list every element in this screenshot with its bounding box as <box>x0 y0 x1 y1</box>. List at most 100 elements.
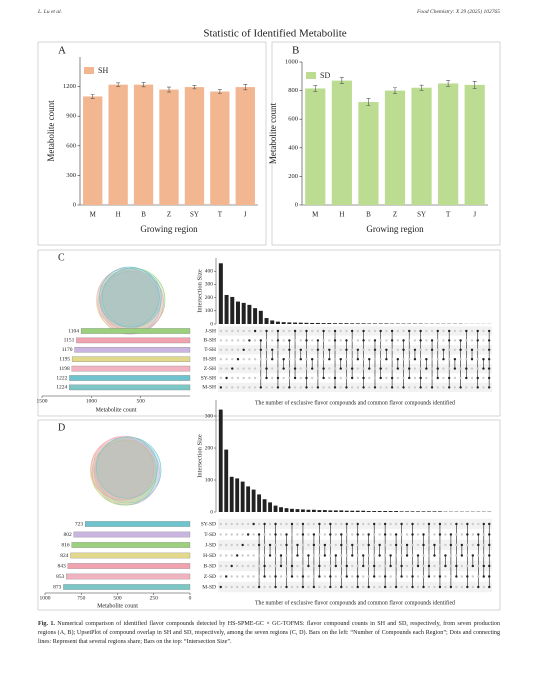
y-tick-label: 100 <box>205 477 214 483</box>
running-author: L. Lu et al. <box>38 9 62 15</box>
matrix-dot <box>430 358 434 361</box>
matrix-dot <box>219 329 223 333</box>
matrix-dot <box>389 554 392 557</box>
matrix-dot <box>465 348 468 351</box>
matrix-dot <box>476 339 479 342</box>
matrix-dot <box>438 533 442 536</box>
matrix-dot <box>455 585 458 589</box>
matrix-dot <box>413 329 417 333</box>
matrix-dot <box>368 358 371 361</box>
matrix-dot <box>442 376 445 380</box>
matrix-dot <box>372 564 376 568</box>
matrix-dot <box>405 543 409 547</box>
intersection-bar <box>350 510 355 512</box>
matrix-dot <box>241 522 244 526</box>
intersection-bar <box>298 322 303 324</box>
matrix-dot <box>323 543 327 547</box>
error-bar <box>472 81 477 89</box>
x-tick-label: Z <box>393 211 397 219</box>
matrix-dot <box>476 329 479 333</box>
matrix-dot <box>351 543 354 547</box>
matrix-dot <box>318 522 321 526</box>
error-bar <box>339 77 344 85</box>
matrix-dot <box>252 543 255 547</box>
intersection-bar <box>384 323 389 324</box>
matrix-dot <box>455 543 458 547</box>
matrix-dot <box>447 376 451 380</box>
set-name: B-SH <box>203 338 216 344</box>
matrix-dot <box>263 533 266 536</box>
matrix-dot <box>253 339 257 342</box>
matrix-dot <box>307 585 310 589</box>
matrix-dot <box>263 585 266 589</box>
intersection-bar <box>306 509 311 512</box>
matrix-dot <box>362 575 365 578</box>
matrix-dot <box>449 585 453 589</box>
matrix-dot <box>236 376 240 380</box>
matrix-dot <box>230 575 233 578</box>
matrix-dot <box>362 522 365 526</box>
matrix-dot <box>248 376 251 380</box>
intersection-bar <box>338 323 343 324</box>
matrix-dot <box>425 348 428 351</box>
matrix-dot <box>246 564 250 568</box>
matrix-dot <box>482 376 485 380</box>
matrix-dot <box>427 564 431 568</box>
matrix-stripe <box>218 326 492 336</box>
set-name: H-SD <box>203 553 216 559</box>
y-tick-label: 300 <box>205 413 214 419</box>
matrix-dot <box>459 367 462 370</box>
matrix-dot <box>257 564 261 568</box>
matrix-dot <box>385 376 388 380</box>
set-name: H-SH <box>203 356 216 362</box>
matrix-dot <box>329 522 332 526</box>
matrix-dot <box>362 358 365 361</box>
matrix-dot <box>476 376 479 380</box>
matrix-dot <box>225 554 228 557</box>
matrix-dot <box>334 575 338 578</box>
matrix-dot <box>482 339 485 342</box>
y-tick-label: 600 <box>288 116 298 123</box>
matrix-dot <box>231 348 234 351</box>
matrix-dot <box>274 554 277 557</box>
x-tick-label: SY <box>190 211 199 219</box>
matrix-dot <box>466 533 469 536</box>
matrix-dot <box>288 329 291 333</box>
matrix-dot <box>219 367 223 370</box>
matrix-dot <box>362 543 365 547</box>
matrix-dot <box>345 585 348 589</box>
matrix-dot <box>470 386 474 389</box>
matrix-dot <box>368 367 371 370</box>
matrix-dot <box>356 554 359 557</box>
matrix-dot <box>312 585 316 589</box>
intersection-bar <box>235 301 240 324</box>
matrix-dot <box>350 348 354 351</box>
matrix-dot <box>305 367 308 370</box>
intersection-bar <box>218 409 223 512</box>
intersection-axis-label: Intersection Size <box>196 434 203 478</box>
matrix-dot <box>459 386 462 389</box>
matrix-dot <box>351 533 354 536</box>
matrix-dot <box>455 533 458 536</box>
matrix-dot <box>225 376 228 380</box>
matrix-dot <box>333 367 337 370</box>
matrix-dot <box>263 575 266 578</box>
matrix-dot <box>248 329 251 333</box>
intersection-bar <box>257 494 262 512</box>
matrix-dot <box>436 367 439 370</box>
matrix-dot <box>316 367 320 370</box>
matrix-dot <box>310 329 314 333</box>
matrix-dot <box>477 522 480 526</box>
matrix-dot <box>225 339 228 342</box>
matrix-dot <box>253 348 257 351</box>
intersection-bar <box>315 322 320 324</box>
matrix-dot <box>379 339 382 342</box>
bar <box>411 87 432 205</box>
matrix-dot <box>350 329 354 333</box>
matrix-dot <box>274 533 277 536</box>
matrix-dot <box>400 522 403 526</box>
matrix-dot <box>282 376 285 380</box>
intersection-bar <box>383 511 388 512</box>
matrix-dot <box>356 575 359 578</box>
legend-swatch <box>306 72 316 79</box>
